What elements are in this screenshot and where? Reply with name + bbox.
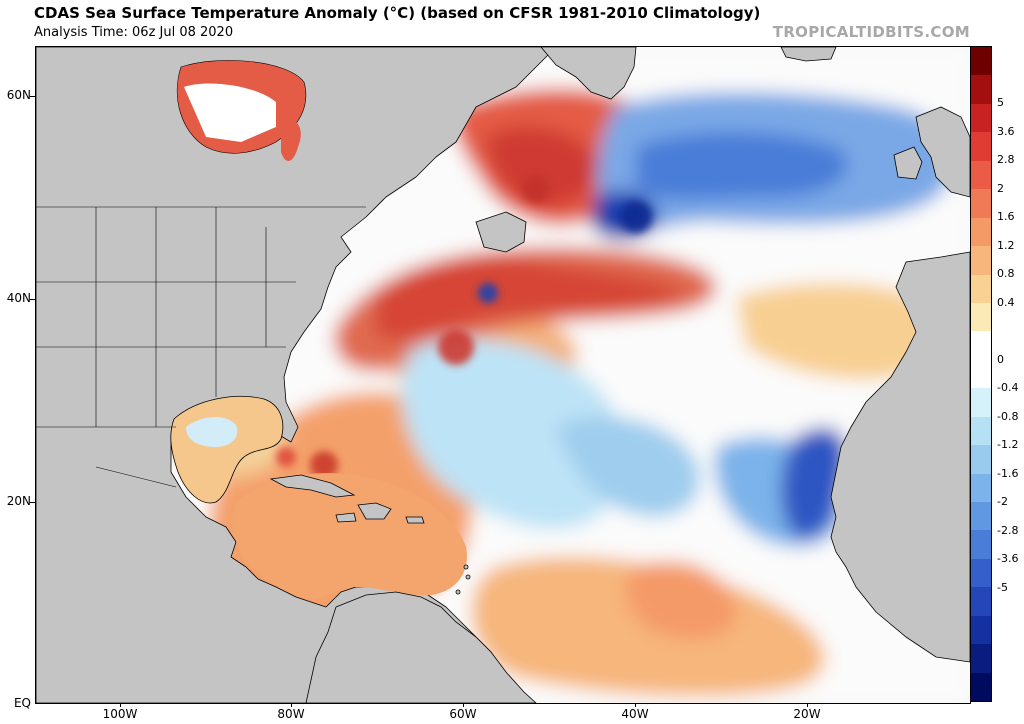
lon-label-80w: 80W: [277, 707, 305, 721]
colorbar-label: 0: [997, 352, 1004, 366]
analysis-time: Analysis Time: 06z Jul 08 2020: [34, 25, 234, 40]
colorbar-label: -2.8: [997, 523, 1019, 537]
colorbar-label: 2: [997, 181, 1004, 195]
lon-label-100w: 100W: [102, 707, 138, 721]
map-title: CDAS Sea Surface Temperature Anomaly (°C…: [34, 4, 761, 22]
sst-anomaly-field: [36, 47, 970, 703]
british-isles: [915, 106, 970, 198]
colorbar-segment: [971, 473, 991, 502]
colorbar-segment: [971, 103, 991, 133]
colorbar-label: 1.2: [997, 238, 1015, 252]
colorbar-segment: [971, 416, 991, 446]
colorbar-label: 5: [997, 96, 1004, 110]
caribbean-sea: [232, 473, 467, 600]
anomaly-map: [35, 46, 971, 704]
ireland: [893, 146, 923, 180]
colorbar-segment: [971, 217, 991, 247]
caribbean-islands: [269, 474, 471, 595]
colorbar-label: -2: [997, 495, 1008, 509]
land-masses: [36, 47, 557, 703]
colorbar-label: 0.4: [997, 295, 1015, 309]
iberia-africa: [830, 251, 970, 663]
colorbar-segment: [971, 530, 991, 559]
colorbar-segment: [971, 75, 991, 104]
colorbar-label: -1.6: [997, 466, 1019, 480]
lon-label-20w: 20W: [793, 707, 821, 721]
colorbar-label: -5: [997, 580, 1008, 594]
lat-tick-20n: [30, 502, 35, 503]
lat-tick-40n: [30, 299, 35, 300]
colorbar-segment: [971, 502, 991, 531]
lat-label-eq: EQ: [13, 696, 31, 710]
colorbar-segment: [971, 47, 991, 76]
lon-tick-100w: [120, 703, 121, 707]
colorbar-segment: [971, 160, 991, 190]
colorbar-segment: [971, 615, 991, 645]
north-america: [36, 47, 557, 703]
site-watermark[interactable]: TROPICALTIDBITS.COM: [772, 23, 970, 41]
colorbar-segment: [971, 246, 991, 275]
lat-label-20n: 20N: [6, 494, 31, 508]
colorbar-label: -3.6: [997, 552, 1019, 566]
colorbar-segment: [971, 587, 991, 616]
colorbar-segment: [971, 644, 991, 673]
colorbar-label: 0.8: [997, 267, 1015, 281]
colorbar-segment: [971, 189, 991, 218]
colorbar-label: -0.8: [997, 409, 1019, 423]
map-canvas: [36, 47, 970, 703]
iceland: [780, 47, 837, 62]
lon-tick-20w: [807, 703, 808, 707]
colorbar-label: -1.2: [997, 438, 1019, 452]
greenland: [540, 47, 637, 100]
colorbar-label: -0.4: [997, 381, 1019, 395]
colorbar-segment: [971, 302, 991, 332]
colorbar-segment: [971, 274, 991, 303]
colorbar-segment: [971, 445, 991, 474]
colorbar-segment: [971, 558, 991, 588]
lon-label-40w: 40W: [621, 707, 649, 721]
colorbar-segment: [971, 672, 991, 702]
lon-tick-80w: [291, 703, 292, 707]
lon-tick-60w: [463, 703, 464, 707]
lat-tick-60n: [30, 96, 35, 97]
hudson-bay: [176, 60, 307, 162]
colorbar-segment: [971, 388, 991, 417]
colorbar: [970, 46, 992, 702]
colorbar-label: 3.6: [997, 124, 1015, 138]
colorbar-label: 2.8: [997, 153, 1015, 167]
political-borders: [36, 206, 366, 488]
newfoundland: [475, 211, 527, 253]
gulf-of-mexico: [170, 396, 284, 504]
colorbar-segment: [971, 132, 991, 161]
colorbar-label: 1.6: [997, 210, 1015, 224]
lon-tick-40w: [635, 703, 636, 707]
south-america: [305, 591, 537, 703]
colorbar-segment: [971, 359, 991, 389]
colorbar-segment: [971, 331, 991, 360]
lon-label-60w: 60W: [449, 707, 477, 721]
lat-label-40n: 40N: [6, 291, 31, 305]
lat-label-60n: 60N: [6, 88, 31, 102]
